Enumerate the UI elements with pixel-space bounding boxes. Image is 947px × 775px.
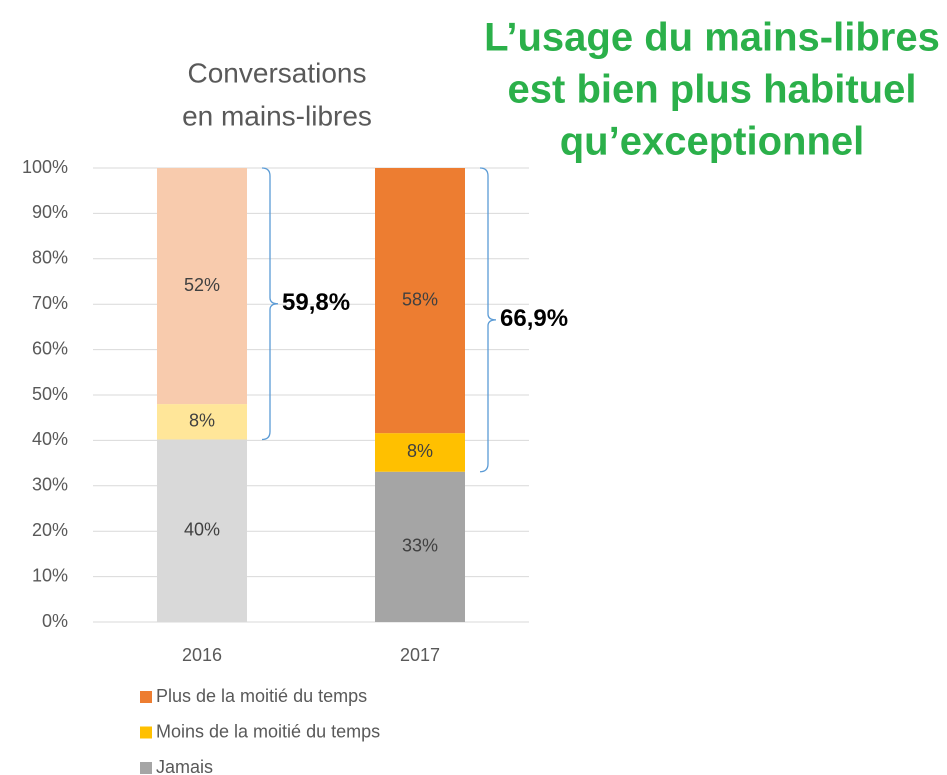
y-tick-label: 20%	[32, 520, 68, 540]
y-tick-label: 0%	[42, 611, 68, 631]
legend-swatch	[140, 762, 152, 774]
legend-swatch	[140, 691, 152, 703]
data-label: 8%	[189, 411, 215, 431]
brace	[479, 167, 497, 473]
bar-segment	[375, 471, 465, 622]
bar-segment	[375, 168, 465, 434]
brace	[261, 167, 279, 441]
x-tick-label: 2016	[182, 645, 222, 665]
legend-swatch	[140, 726, 152, 739]
y-tick-label: 50%	[32, 384, 68, 404]
data-label: 58%	[402, 289, 438, 309]
chart-title: en mains-libres	[182, 100, 372, 131]
data-label: 40%	[184, 519, 220, 539]
y-tick-label: 40%	[32, 429, 68, 449]
y-tick-label: 70%	[32, 293, 68, 313]
data-label: 33%	[402, 536, 438, 556]
y-tick-label: 60%	[32, 338, 68, 358]
x-tick-label: 2017	[400, 645, 440, 665]
legend-label: Moins de la moitié du temps	[156, 721, 380, 741]
headline: L’usage du mains-libres	[484, 16, 940, 60]
bar-segment	[157, 404, 247, 440]
y-tick-label: 10%	[32, 565, 68, 585]
data-label: 52%	[184, 275, 220, 295]
bar-segment	[375, 433, 465, 472]
headline: est bien plus habituel	[508, 68, 917, 112]
annotation: 59,8%	[282, 289, 350, 316]
chart-title: Conversations	[188, 57, 367, 88]
legend-label: Plus de la moitié du temps	[156, 686, 367, 706]
y-tick-label: 100%	[22, 157, 68, 177]
legend-label: Jamais	[156, 757, 213, 775]
data-label: 8%	[407, 441, 433, 461]
bar-segment	[157, 439, 247, 622]
y-tick-label: 30%	[32, 475, 68, 495]
annotation: 66,9%	[500, 305, 568, 332]
headline: qu’exceptionnel	[560, 120, 865, 164]
y-tick-label: 80%	[32, 248, 68, 268]
bar-segment	[157, 168, 247, 405]
y-tick-label: 90%	[32, 202, 68, 222]
